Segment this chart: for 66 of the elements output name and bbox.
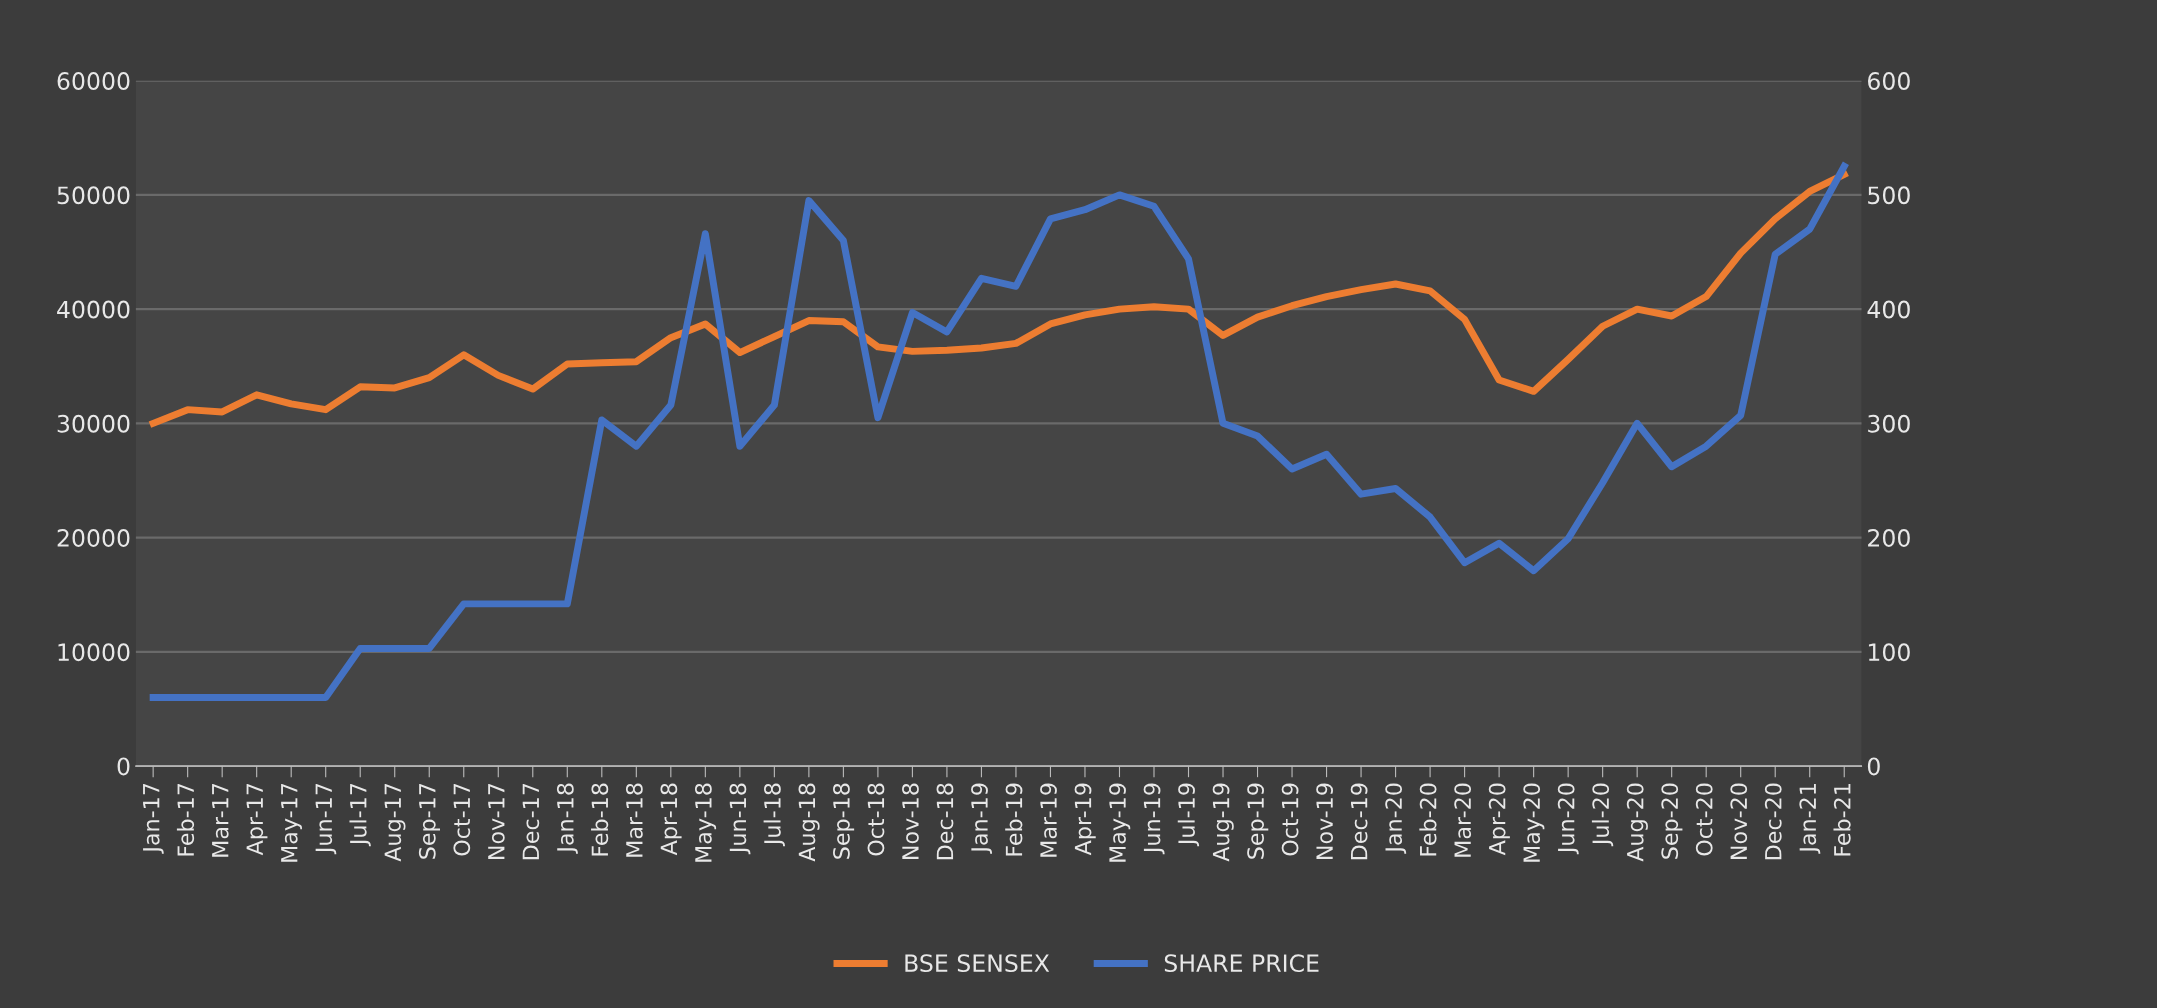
x-tick-label: Apr-20 [1488,783,1510,856]
x-tick-label: Dec-20 [1764,783,1782,860]
x-tick-label: May-18 [694,783,717,862]
x-tick-label: Jul-20 [1591,783,1614,847]
x-tick-label: Jul-18 [763,783,785,847]
y-tick-label: 10000 [58,643,130,662]
x-tick-label: Oct-18 [867,783,885,856]
x-tick-label: Dec-18 [936,783,954,860]
legend-label: SHARE PRICE [1164,954,1319,973]
y-tick-label: 50000 [57,186,130,205]
x-tick-label: Feb-19 [1005,783,1023,856]
x-tick-label: Dec-17 [522,783,540,860]
x-tick-label: Aug-17 [384,783,406,862]
x-tick-label: Jan-18 [556,783,578,854]
y-tick-label: 20000 [57,529,130,547]
y-tick-label: 40000 [57,300,130,319]
y2-tick-label: 500 [1868,186,1910,205]
x-tick-label: Mar-20 [1454,783,1472,857]
y-tick-label: 60000 [57,72,130,90]
x-tick-label: Jan-19 [971,783,993,854]
x-tick-label: Sep-20 [1661,783,1683,859]
y2-tick-label: 300 [1868,414,1910,433]
x-tick-label: Feb-17 [176,783,195,856]
x-tick-label: Aug-20 [1626,783,1648,862]
y2-tick-label: 100 [1868,643,1910,662]
x-tick-label: Jul-19 [1177,783,1200,847]
x-tick-label: Nov-17 [488,783,505,859]
x-tick-label: Oct-20 [1695,783,1713,856]
x-tick-label: Nov-18 [902,783,919,859]
x-tick-label: Feb-18 [591,783,609,856]
y2-tick-label: 600 [1868,72,1910,90]
x-tick-label: Jun-20 [1557,783,1579,855]
x-tick-label: Jul-17 [349,783,371,847]
x-tick-label: Feb-20 [1419,783,1437,856]
x-tick-label: Mar-18 [625,783,643,857]
x-tick-label: Mar-19 [1040,783,1057,857]
y2-tick-label: 200 [1868,529,1910,547]
legend-label: BSE SENSEX [905,954,1050,973]
x-tick-label: Nov-19 [1316,783,1333,859]
x-tick-label: Feb-21 [1833,784,1851,856]
x-tick-label: Aug-18 [798,783,820,862]
x-tick-label: Oct-19 [1281,783,1299,856]
x-tick-label: Sep-19 [1247,783,1269,859]
x-tick-label: Apr-17 [246,783,268,856]
x-tick-label: Oct-17 [453,783,471,856]
x-tick-label: Jun-17 [315,783,337,855]
x-tick-label: May-17 [281,783,302,862]
x-tick-label: Jun-18 [729,783,751,855]
y-tick-label: 30000 [57,414,130,433]
x-tick-label: Jan-17 [143,783,164,854]
y2-tick-label: 400 [1867,300,1910,319]
x-tick-label: Jan-20 [1385,783,1407,854]
x-tick-label: Aug-19 [1212,783,1234,862]
x-tick-label: Nov-20 [1730,783,1748,859]
x-tick-label: Dec-19 [1350,783,1368,860]
y-tick-label: 0 [117,757,130,776]
x-tick-label: Apr-18 [660,783,682,856]
x-tick-label: Apr-19 [1074,783,1096,856]
x-tick-label: Sep-17 [418,783,440,859]
x-tick-label: Mar-17 [212,783,229,857]
y2-tick-label: 0 [1867,757,1880,776]
x-tick-label: May-20 [1523,783,1545,862]
x-tick-label: May-19 [1109,783,1131,862]
x-tick-label: Jun-19 [1143,783,1165,855]
x-tick-label: Sep-18 [833,783,855,859]
x-tick-label: Jan-21 [1799,784,1821,854]
